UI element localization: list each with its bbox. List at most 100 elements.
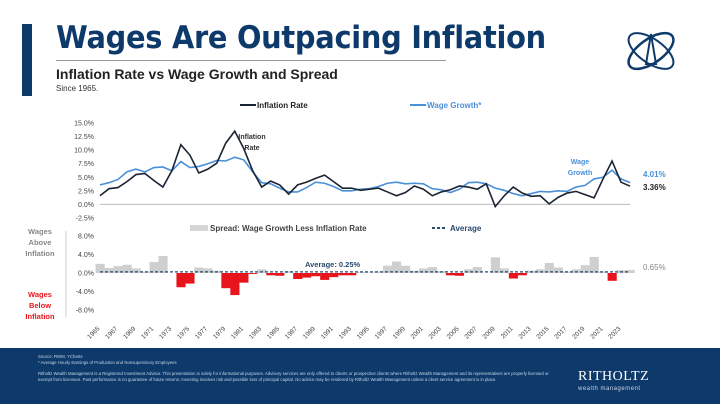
footnote: * Average Hourly Earnings of Production … [38, 359, 177, 365]
spread-bar [374, 271, 384, 273]
wage-last-value: 4.01% [643, 170, 666, 179]
brand-logo: RITHOLTZ wealth management [578, 369, 649, 393]
x-tick-label: 2009 [481, 325, 496, 340]
x-tick-label: 2005 [446, 325, 461, 340]
spread-bar [347, 273, 357, 276]
x-tick-label: 2019 [571, 325, 586, 340]
y-tick-label: 2.5% [78, 188, 94, 195]
spread-bar [418, 268, 429, 273]
x-tick-label: 1995 [356, 325, 371, 340]
wages-above-label: Wages [28, 227, 52, 236]
x-tick-label: 1975 [176, 325, 191, 340]
x-tick-label: 1989 [302, 325, 317, 340]
wages-below-label: Inflation [25, 312, 55, 321]
wage-annotation: Wage [571, 159, 590, 166]
spread-bar [401, 265, 411, 273]
legend-average-label: Average [450, 224, 482, 233]
footer: Source: RWM, YCharts * Average Hourly Ear… [0, 348, 720, 404]
spread-y-tick-label: 0.0% [78, 271, 94, 278]
wages-below-label: Below [29, 301, 51, 310]
spread-bar [266, 273, 276, 276]
spread-bar [553, 267, 563, 273]
page-title: Wages Are Outpacing Inflation [56, 20, 546, 56]
spread-bar [329, 273, 339, 278]
x-tick-label: 2017 [553, 325, 568, 340]
spread-y-tick-label: -8.0% [76, 307, 94, 314]
spread-bar [203, 268, 213, 273]
x-tick-label: 1997 [374, 325, 389, 340]
spread-bar [176, 273, 186, 288]
spread-bar [571, 269, 581, 273]
spread-bar [311, 273, 321, 277]
legend-spread-swatch [190, 225, 208, 231]
x-tick-label: 1971 [140, 325, 155, 340]
brand-name: RITHOLTZ [578, 369, 650, 384]
x-tick-label: 1987 [284, 325, 299, 340]
y-tick-label: 15.0% [74, 121, 94, 128]
spread-bar [445, 273, 456, 276]
x-tick-label: 2013 [517, 325, 532, 340]
x-tick-label: 2011 [500, 325, 515, 340]
spread-bar [544, 262, 554, 273]
ritholtz-logo-icon [627, 31, 675, 71]
y-tick-label: 7.5% [78, 161, 94, 168]
y-tick-label: -2.5% [76, 216, 94, 223]
x-tick-label: 1977 [194, 325, 209, 340]
y-tick-label: 10.0% [74, 148, 94, 155]
spread-bar [499, 268, 509, 273]
spread-bar [122, 264, 132, 273]
disclaimer: Ritholtz Wealth Management is a Register… [38, 371, 549, 382]
legend-inflation-label: Inflation Rate [257, 101, 308, 110]
spread-bar [427, 267, 438, 273]
x-tick-label: 2001 [410, 325, 425, 340]
spread-bar [463, 269, 474, 273]
inflation-last-value: 3.36% [643, 183, 666, 192]
since-note: Since 1965. [56, 84, 99, 93]
wage-annotation-2: Growth [568, 170, 593, 177]
chart-area: 15.0% 12.5% 10.0% 7.5% 5.0% 2.5% 0.0% -2.5% Infl… [25, 101, 666, 341]
legend-wage-label: Wage Growth* [427, 101, 482, 110]
wages-above-label: Inflation [25, 249, 55, 258]
x-tick-label: 2021 [589, 325, 604, 340]
spread-bar [302, 273, 312, 278]
inflation-annotation: Inflation [238, 134, 265, 141]
x-tick-label: 1979 [212, 325, 227, 340]
title-divider [56, 60, 446, 61]
spread-bar [248, 273, 258, 274]
spread-bar [104, 267, 114, 273]
spread-bar [392, 261, 402, 273]
x-tick-label: 2007 [464, 325, 479, 340]
spread-bar [338, 273, 348, 276]
legend-spread-label: Spread: Wage Growth Less Inflation Rate [210, 224, 367, 233]
spread-bar [472, 267, 483, 273]
x-tick-label: 1985 [266, 325, 281, 340]
spread-bar [158, 255, 168, 273]
spread-bar [113, 266, 123, 273]
spread-bar [607, 273, 617, 281]
x-tick-label: 1983 [248, 325, 263, 340]
average-label: Average: 0.25% [305, 260, 361, 269]
x-tick-label: 1981 [230, 325, 245, 340]
spread-bar [598, 271, 608, 273]
wages-below-label: Wages [28, 290, 52, 299]
spread-bar [580, 265, 590, 273]
brand-sub: wealth management [578, 386, 641, 392]
spread-bar [194, 267, 204, 273]
accent-bar [22, 24, 32, 96]
spread-bar [517, 273, 527, 276]
y-tick-label: 5.0% [78, 175, 94, 182]
spread-bar [230, 273, 240, 296]
spread-y-tick-label: 4.0% [78, 252, 94, 259]
spread-last-value: 0.65% [643, 263, 666, 272]
inflation-annotation-2: Rate [244, 145, 259, 152]
spread-bar [535, 269, 545, 273]
x-tick-label: 1965 [86, 325, 101, 340]
chart-subtitle: Inflation Rate vs Wage Growth and Spread [56, 66, 338, 82]
spread-bar [257, 269, 267, 273]
spread-y-tick-label: 8.0% [78, 234, 94, 241]
x-tick-label: 1973 [158, 325, 173, 340]
spread-bar [356, 272, 366, 273]
spread-bar [589, 256, 599, 273]
spread-bar [185, 273, 195, 284]
x-tick-label: 1993 [338, 325, 353, 340]
